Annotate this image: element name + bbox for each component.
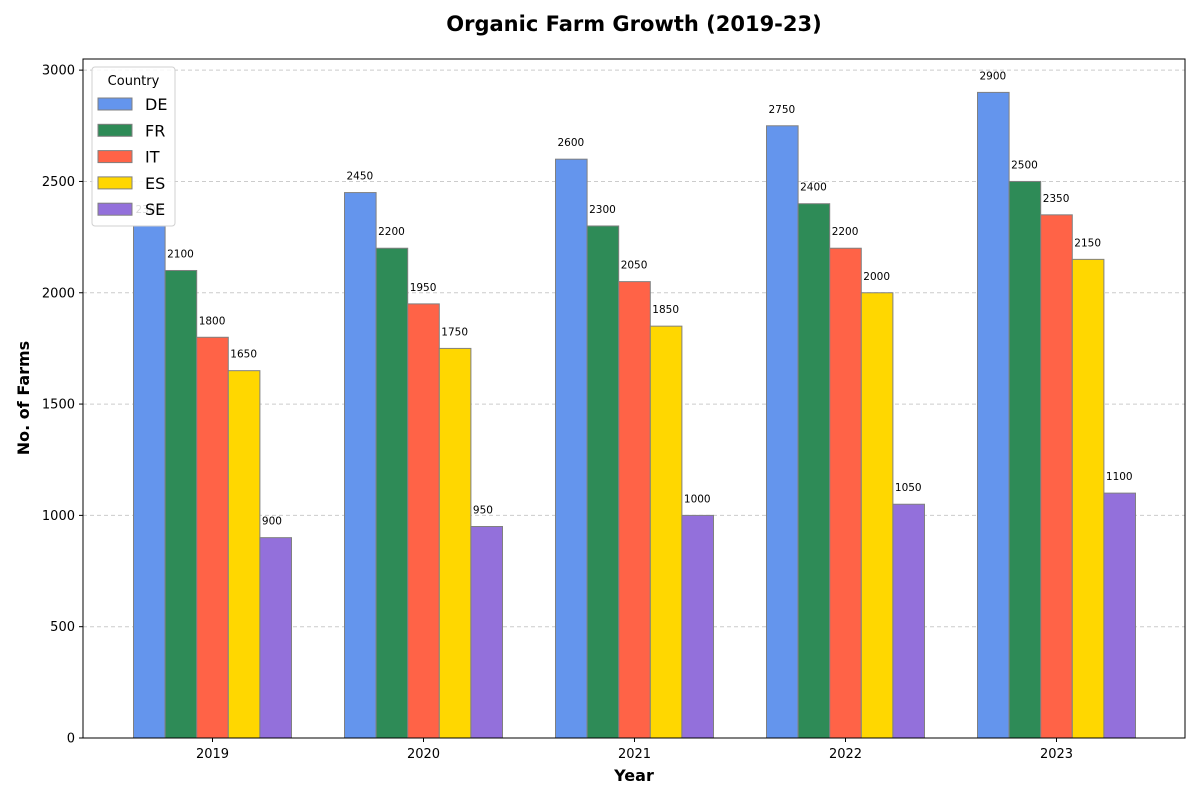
bar-se-2019 [259, 537, 292, 739]
legend-label-es: ES [145, 174, 165, 193]
x-axis-label: Year [613, 766, 654, 785]
legend-label-it: IT [145, 148, 160, 167]
y-axis-label: No. of Farms [14, 341, 33, 455]
bar-de-2023 [977, 91, 1010, 739]
data-label-de-2022: 2750 [769, 104, 796, 116]
y-tick-label-2500: 2500 [42, 175, 75, 190]
y-tick-label-3000: 3000 [42, 64, 75, 79]
data-label-fr-2023: 2500 [1011, 159, 1038, 171]
bar-de-2020 [344, 192, 377, 739]
bar-it-2020 [407, 303, 440, 739]
data-label-es-2019: 1650 [230, 349, 257, 361]
data-labels-group: 2300 2100 1800 1650 900 2450 2200 1950 1750 950 26… [136, 70, 1133, 527]
bar-it-2022 [829, 247, 862, 739]
bar-it-2023 [1040, 214, 1073, 739]
chart-title: Organic Farm Growth (2019-23) [446, 12, 821, 36]
bar-de-2021 [555, 158, 588, 739]
bar-de-2019 [133, 225, 166, 739]
x-tick-label-2023: 2023 [1040, 747, 1073, 762]
data-label-de-2023: 2900 [980, 70, 1007, 82]
bar-se-2022 [892, 503, 926, 739]
data-label-es-2020: 1750 [441, 326, 468, 338]
bars-group [133, 91, 1137, 739]
data-label-it-2023: 2350 [1043, 193, 1070, 205]
y-tick-label-1500: 1500 [42, 398, 75, 413]
bar-se-2020 [470, 526, 503, 739]
y-tick-label-2000: 2000 [42, 286, 75, 301]
x-tick-label-2020: 2020 [407, 747, 440, 762]
bar-es-2020 [438, 347, 472, 739]
bar-fr-2020 [375, 247, 409, 739]
bar-it-2021 [618, 281, 651, 739]
data-label-se-2023: 1100 [1106, 471, 1133, 483]
data-label-se-2020: 950 [473, 505, 493, 517]
data-label-it-2019: 1800 [199, 315, 226, 327]
data-label-de-2021: 2600 [558, 137, 585, 149]
data-label-fr-2021: 2300 [589, 204, 616, 216]
legend-label-se: SE [145, 200, 165, 219]
data-label-es-2023: 2150 [1074, 237, 1101, 249]
bar-it-2019 [196, 336, 229, 739]
legend-label-de: DE [145, 95, 167, 114]
y-tick-label-0: 0 [67, 732, 75, 747]
legend: Country DE FR IT ES SE [91, 66, 176, 227]
legend-swatch-fr [97, 123, 133, 137]
data-label-se-2022: 1050 [895, 482, 922, 494]
bar-es-2022 [860, 292, 894, 739]
bar-fr-2023 [1008, 180, 1042, 739]
bar-es-2023 [1071, 258, 1105, 739]
y-tick-label-500: 500 [50, 620, 75, 635]
data-label-de-2020: 2450 [347, 171, 374, 183]
data-label-fr-2022: 2400 [800, 182, 827, 194]
bar-se-2021 [681, 514, 715, 739]
legend-label-fr: FR [145, 121, 165, 140]
legend-swatch-se [97, 202, 133, 216]
bar-fr-2021 [586, 225, 620, 739]
data-label-fr-2019: 2100 [167, 248, 194, 260]
data-label-es-2021: 1850 [652, 304, 679, 316]
bar-es-2019 [227, 370, 261, 739]
x-tick-label-2022: 2022 [829, 747, 862, 762]
bar-fr-2019 [164, 269, 198, 739]
data-label-se-2021: 1000 [684, 493, 711, 505]
data-label-fr-2020: 2200 [378, 226, 405, 238]
data-label-it-2021: 2050 [621, 260, 648, 272]
legend-swatch-es [97, 176, 133, 190]
bar-fr-2022 [797, 203, 831, 739]
y-axis: 0 500 1000 1500 2000 2500 3000 [42, 64, 83, 747]
legend-title: Country [108, 74, 160, 89]
x-axis: 2019 2020 2021 2022 2023 [196, 738, 1073, 762]
legend-swatch-it [97, 150, 133, 164]
bar-de-2022 [766, 125, 799, 739]
x-tick-label-2019: 2019 [196, 747, 229, 762]
data-label-it-2020: 1950 [410, 282, 437, 294]
y-tick-label-1000: 1000 [42, 509, 75, 524]
data-label-se-2019: 900 [262, 516, 282, 528]
legend-swatch-de [97, 97, 133, 111]
bar-se-2023 [1103, 492, 1137, 739]
data-label-it-2022: 2200 [832, 226, 859, 238]
bar-es-2021 [649, 325, 683, 739]
data-label-es-2022: 2000 [863, 271, 890, 283]
x-tick-label-2021: 2021 [618, 747, 651, 762]
